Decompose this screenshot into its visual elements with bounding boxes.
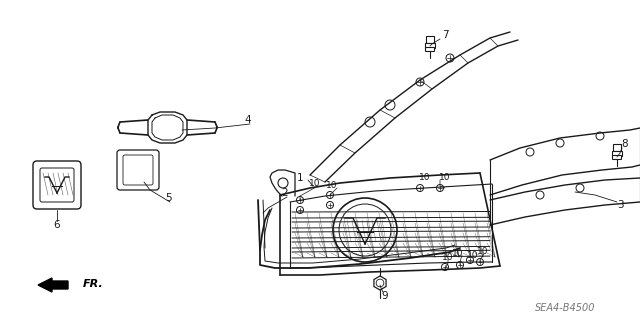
Text: 6: 6 bbox=[54, 220, 60, 230]
Circle shape bbox=[376, 279, 384, 287]
Text: 5: 5 bbox=[164, 193, 172, 203]
Text: FR.: FR. bbox=[83, 279, 104, 289]
Text: 10: 10 bbox=[452, 249, 464, 257]
Text: SEA4-B4500: SEA4-B4500 bbox=[535, 303, 595, 313]
FancyBboxPatch shape bbox=[612, 155, 621, 160]
Text: 8: 8 bbox=[621, 139, 628, 149]
Text: 9: 9 bbox=[381, 291, 388, 301]
FancyArrow shape bbox=[38, 278, 68, 292]
Polygon shape bbox=[374, 276, 386, 290]
Bar bbox=[426, 36, 434, 43]
Text: 10: 10 bbox=[439, 174, 451, 182]
Text: 10: 10 bbox=[309, 179, 321, 188]
Text: 3: 3 bbox=[617, 200, 623, 210]
Text: 10: 10 bbox=[419, 174, 431, 182]
Bar bbox=[613, 144, 621, 151]
Text: 10: 10 bbox=[442, 253, 454, 262]
Text: 4: 4 bbox=[244, 115, 252, 125]
Text: 10: 10 bbox=[467, 250, 479, 259]
Text: 7: 7 bbox=[442, 30, 448, 40]
Bar bbox=[612, 151, 622, 156]
FancyBboxPatch shape bbox=[426, 48, 435, 51]
Text: 10: 10 bbox=[477, 248, 489, 256]
Text: 10: 10 bbox=[326, 181, 338, 189]
Text: 2: 2 bbox=[282, 188, 288, 198]
Text: 1: 1 bbox=[297, 173, 303, 183]
Bar bbox=[425, 43, 435, 48]
